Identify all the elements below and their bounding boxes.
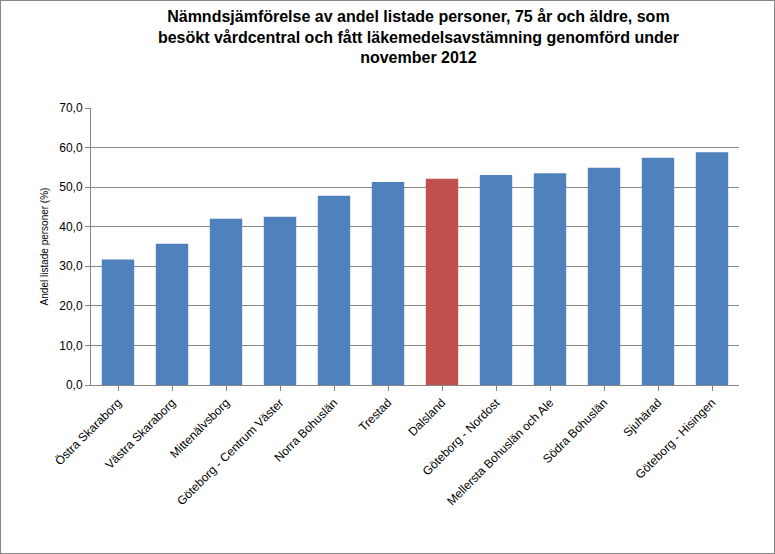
svg-text:Trestad: Trestad: [356, 396, 394, 434]
svg-text:Östra Skaraborg: Östra Skaraborg: [52, 396, 124, 468]
svg-text:Sjuhärad: Sjuhärad: [620, 396, 664, 440]
svg-text:30,0: 30,0: [59, 259, 83, 273]
svg-text:Mittenälvsborg: Mittenälvsborg: [167, 396, 232, 461]
svg-text:10,0: 10,0: [59, 339, 83, 353]
svg-text:Södra Bohuslän: Södra Bohuslän: [540, 396, 610, 466]
svg-text:Göteborg - Nordost: Göteborg - Nordost: [420, 395, 503, 478]
svg-text:Västra Skaraborg: Västra Skaraborg: [102, 396, 178, 472]
svg-text:40,0: 40,0: [59, 220, 83, 234]
svg-text:50,0: 50,0: [59, 180, 83, 194]
svg-text:60,0: 60,0: [59, 141, 83, 155]
svg-text:20,0: 20,0: [59, 299, 83, 313]
svg-text:Göteborg - Hisingen: Göteborg - Hisingen: [633, 396, 719, 482]
svg-text:Dalsland: Dalsland: [405, 396, 448, 439]
svg-text:Mellersta Bohuslän och Ale: Mellersta Bohuslän och Ale: [444, 396, 556, 508]
svg-text:Göteborg - Centrum Väster: Göteborg - Centrum Väster: [174, 396, 286, 508]
svg-text:Andel listade personer (%): Andel listade personer (%): [39, 188, 50, 306]
svg-text:0,0: 0,0: [66, 378, 83, 392]
svg-text:Nämndsjämförelse av andel list: Nämndsjämförelse av andel listade person…: [158, 8, 679, 67]
svg-text:70,0: 70,0: [59, 101, 83, 115]
svg-text:Norra Bohuslän: Norra Bohuslän: [271, 396, 340, 465]
